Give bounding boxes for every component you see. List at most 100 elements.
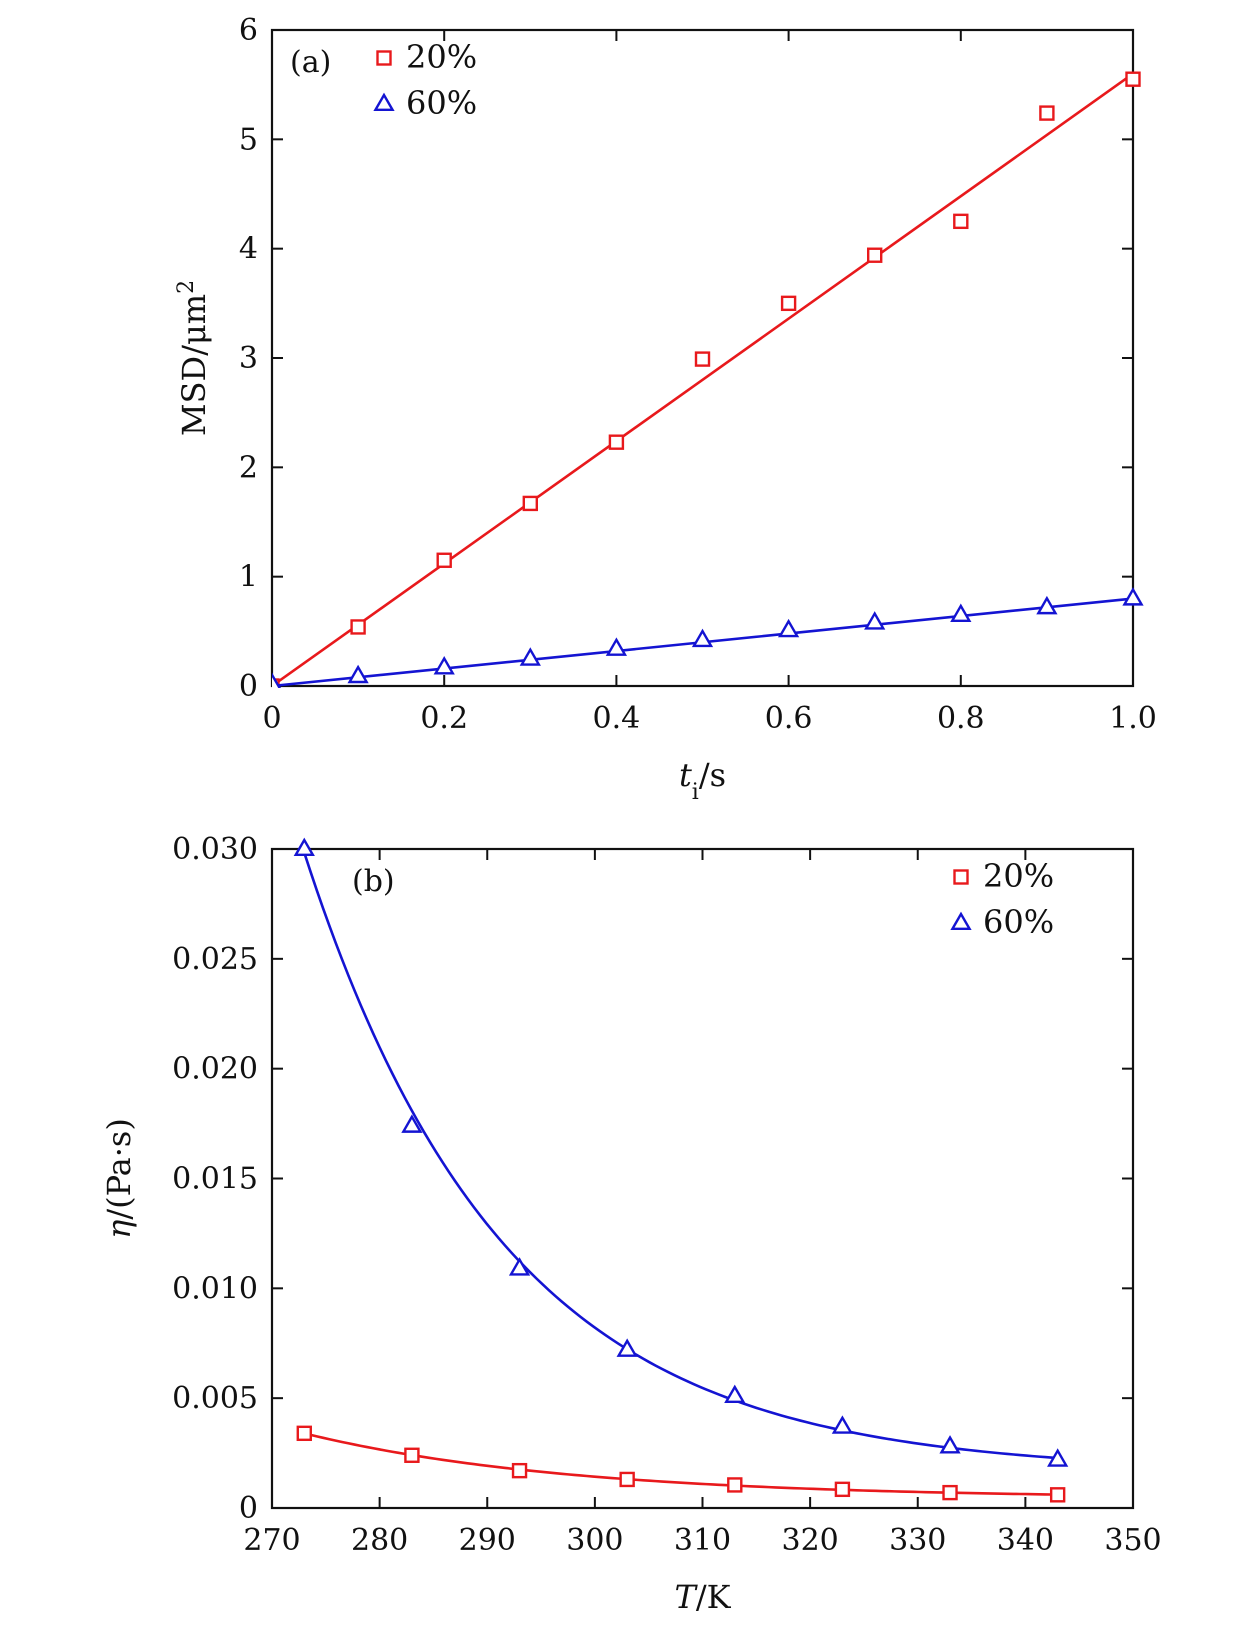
plot-area: [293, 837, 1069, 1503]
data-point: [522, 495, 538, 512]
data-point: [694, 351, 711, 367]
x-axis-title-unit: /s: [699, 756, 726, 794]
data-point: [834, 1481, 851, 1498]
y-tick-label: 0.010: [172, 1271, 258, 1306]
x-tick-label: 0.2: [420, 701, 468, 736]
data-point: [1125, 71, 1141, 87]
data-point: [953, 213, 969, 230]
y-tick-label: 3: [239, 341, 258, 376]
data-point: [619, 1471, 635, 1488]
legend: 20%60%: [373, 38, 477, 122]
y-axis-title: η/(Pa·s): [100, 1118, 138, 1239]
data-point: [296, 1425, 312, 1442]
y-tick-label: 0.005: [172, 1381, 258, 1416]
x-tick-label: 0: [262, 701, 281, 736]
data-point: [950, 603, 972, 622]
y-tick-label: 0.030: [172, 832, 258, 867]
data-point: [350, 619, 366, 635]
y-tick-label: 1: [239, 560, 258, 595]
fit-line: [272, 72, 1134, 688]
y-tick-label: 0: [239, 669, 258, 704]
data-point: [724, 1384, 746, 1404]
x-tick-label: 350: [1104, 1523, 1161, 1558]
series-triangle: [293, 837, 1069, 1467]
y-tick-label: 5: [239, 122, 258, 157]
data-point: [864, 611, 886, 630]
y-tick-label: 4: [239, 232, 258, 267]
x-tick-label: 320: [781, 1523, 838, 1558]
y-axis-title-main: η: [100, 1220, 138, 1239]
data-point: [508, 1257, 531, 1276]
data-point: [616, 1338, 638, 1357]
y-axis-title-main: MSD/μm: [175, 294, 213, 436]
panel-b: 270 280 290 300 310 320 330 340 350 0 0.005 0.010 0.…: [100, 832, 1162, 1616]
y-axis-title: MSD/μm2: [174, 280, 214, 436]
x-axis-title: ti/s: [679, 756, 726, 805]
x-axis-title-unit: /K: [696, 1578, 732, 1616]
data-point: [433, 656, 455, 675]
legend-marker: [376, 50, 392, 66]
fit-line: [303, 1432, 1058, 1496]
legend-label: 60%: [406, 84, 477, 122]
x-tick-label: 340: [997, 1523, 1054, 1558]
fit-line: [303, 852, 1058, 1460]
data-point: [691, 628, 714, 648]
x-axis-title-main: t: [679, 756, 692, 794]
plot-frame: [270, 847, 1135, 1510]
data-point: [1122, 587, 1144, 606]
data-point: [404, 1447, 420, 1463]
data-point: [605, 637, 628, 656]
x-tick-label: 0.4: [593, 701, 641, 736]
series-square: [272, 71, 1141, 688]
data-point: [272, 672, 281, 688]
y-axis-title-unit: /(Pa·s): [100, 1118, 138, 1220]
x-tick-label: 270: [243, 1523, 300, 1558]
data-point: [436, 552, 452, 568]
data-point: [831, 1415, 854, 1434]
data-point: [401, 1114, 423, 1133]
x-axis-title: T/K: [674, 1578, 731, 1616]
data-point: [727, 1477, 743, 1493]
x-tick-label: 330: [889, 1523, 946, 1558]
series-triangle: [272, 587, 1144, 688]
x-tick-label: 0.8: [937, 701, 985, 736]
data-point: [1036, 595, 1058, 615]
x-axis-title-sub: i: [692, 780, 699, 805]
y-tick-label: 0: [239, 1491, 258, 1526]
y-tick-label: 0.020: [172, 1052, 258, 1087]
data-point: [511, 1462, 528, 1479]
legend: 20%60%: [950, 857, 1054, 941]
x-tick-label: 310: [674, 1523, 731, 1558]
plot-area: [272, 71, 1144, 688]
y-axis-title-sup: 2: [174, 280, 199, 294]
x-tick-label: 290: [459, 1523, 516, 1558]
x-axis-title-main: T: [674, 1578, 698, 1616]
panel-label: (b): [352, 864, 395, 899]
legend-label: 60%: [983, 903, 1054, 941]
y-tick-label: 6: [239, 13, 258, 48]
y-tick-label: 0.025: [172, 942, 258, 977]
data-point: [780, 295, 797, 312]
data-point: [1049, 1487, 1066, 1503]
x-tick-label: 0.6: [765, 701, 813, 736]
data-point: [519, 647, 541, 666]
data-point: [942, 1484, 958, 1501]
series-square: [296, 1425, 1066, 1503]
legend-label: 20%: [406, 38, 477, 76]
x-tick-label: 280: [351, 1523, 408, 1558]
legend-marker: [950, 911, 972, 931]
data-point: [608, 434, 625, 450]
data-point: [1039, 105, 1055, 121]
data-point: [293, 837, 315, 857]
legend-marker: [953, 869, 969, 885]
data-point: [939, 1435, 961, 1454]
x-tick-label: 300: [566, 1523, 623, 1558]
data-point: [1047, 1448, 1069, 1467]
data-point: [777, 618, 800, 638]
x-tick-label: 1.0: [1109, 701, 1157, 736]
y-tick-label: 2: [239, 450, 258, 485]
legend-marker: [373, 92, 395, 112]
data-point: [347, 664, 369, 684]
